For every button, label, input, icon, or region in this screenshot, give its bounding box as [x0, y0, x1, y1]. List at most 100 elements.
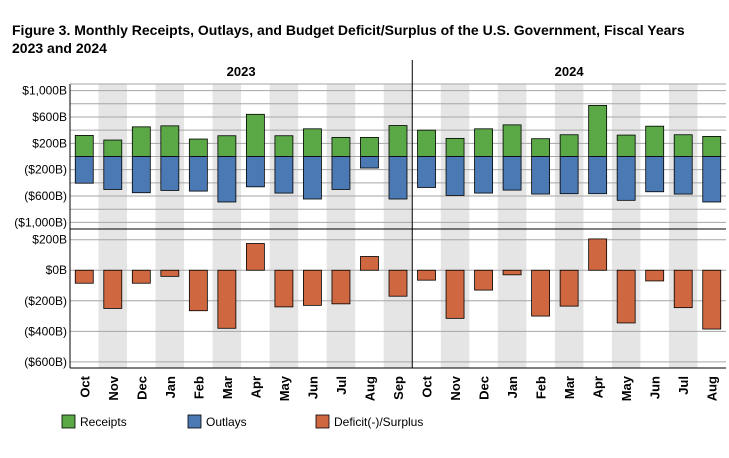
deficit-bar — [217, 269, 237, 329]
receipts-bar — [188, 138, 208, 157]
x-tick-label: Nov — [106, 375, 121, 400]
receipts-bar — [74, 135, 94, 157]
receipts-bar — [417, 129, 436, 157]
x-tick-label: Feb — [191, 376, 206, 399]
y-tick-label: $1,000B — [22, 84, 67, 98]
y-tick-label: ($200B) — [24, 163, 67, 177]
x-tick-label: Jul — [676, 376, 691, 395]
x-tick-label: Mar — [562, 376, 577, 399]
legend-swatch — [61, 414, 76, 429]
deficit-bar — [474, 269, 493, 291]
deficit-bar — [388, 269, 408, 297]
outlays-bar — [474, 156, 493, 194]
legend-label: Deficit(-)/Surplus — [334, 415, 423, 429]
x-tick-label: May — [619, 375, 634, 401]
receipts-bar — [217, 135, 237, 157]
receipts-bar — [360, 136, 379, 157]
y-tick-label: ($1,000B) — [14, 215, 67, 229]
x-tick-label: Aug — [705, 376, 720, 401]
shade-band — [668, 84, 698, 368]
y-tick-label: $0B — [46, 263, 67, 277]
outlays-bar — [417, 156, 436, 188]
receipts-bar — [474, 128, 493, 157]
y-tick-label: ($200B) — [24, 294, 67, 308]
receipts-bar — [303, 128, 322, 157]
receipts-bar — [531, 138, 551, 157]
x-tick-label: Aug — [362, 376, 377, 401]
outlays-bar — [502, 156, 522, 191]
outlays-bar — [331, 156, 351, 190]
outlays-bar — [559, 156, 579, 195]
bars — [74, 105, 722, 330]
receipts-bar — [645, 125, 665, 157]
y-tick-label: ($600B) — [24, 355, 67, 369]
outlays-bar — [217, 156, 237, 203]
outlays-bar — [531, 156, 551, 195]
x-tick-label: Jul — [334, 376, 349, 395]
receipts-bar — [588, 105, 608, 157]
outlays-bar — [103, 156, 123, 190]
receipts-bar — [388, 125, 408, 157]
plot-frame — [69, 60, 726, 369]
outlays-bar — [160, 156, 180, 191]
shade-band — [269, 84, 299, 368]
deficit-bar — [245, 243, 265, 271]
legend-swatch — [315, 414, 330, 429]
receipts-bar — [702, 135, 722, 157]
x-tick-label: Jan — [505, 376, 520, 398]
receipts-bar — [616, 134, 636, 157]
deficit-bar — [360, 256, 379, 271]
receipts-bar — [331, 136, 351, 157]
outlays-bar — [245, 156, 265, 188]
legend-swatch — [187, 414, 202, 429]
outlays-bar — [388, 156, 408, 200]
deficit-bar — [502, 269, 522, 276]
outlays-bar — [645, 156, 665, 193]
x-tick-label: Jun — [305, 376, 320, 399]
x-tick-label: Feb — [534, 376, 549, 399]
outlays-bar — [702, 156, 722, 203]
receipts-bar — [160, 125, 180, 157]
x-tick-label: Sep — [391, 376, 406, 400]
legend-label: Receipts — [80, 415, 127, 429]
legend: Receipts Outlays Deficit(-)/Surplus — [61, 414, 423, 429]
shade-band — [440, 84, 470, 368]
x-tick-label: Oct — [77, 375, 92, 397]
deficit-bar — [417, 269, 436, 281]
x-tick-label: Dec — [134, 376, 149, 400]
deficit-bar — [673, 269, 693, 309]
shade-band — [554, 84, 584, 368]
outlays-bar — [360, 156, 379, 169]
x-tick-label: Nov — [448, 375, 463, 400]
outlays-bar — [673, 156, 693, 195]
x-tick-label: Jun — [648, 376, 663, 399]
outlays-bar — [303, 156, 322, 200]
deficit-bar — [702, 269, 722, 330]
deficit-bar — [645, 269, 665, 282]
shade-band — [98, 84, 128, 368]
receipts-bar — [673, 134, 693, 157]
outlays-bar — [188, 156, 208, 192]
deficit-bar — [103, 269, 123, 309]
x-tick-label: May — [277, 375, 292, 401]
x-tick-label: Oct — [420, 375, 435, 397]
outlays-bar — [445, 156, 465, 196]
deficit-bar — [74, 269, 94, 284]
deficit-bar — [331, 269, 351, 305]
x-tick-label: Jan — [163, 376, 178, 398]
outlays-bar — [616, 156, 636, 201]
y-tick-label: $200B — [32, 233, 67, 247]
outlays-bar — [588, 156, 608, 195]
deficit-bar — [445, 269, 465, 319]
receipts-bar — [274, 135, 294, 157]
y-tick-label: ($600B) — [24, 189, 67, 203]
outlays-bar — [274, 156, 294, 194]
legend-label: Outlays — [206, 415, 247, 429]
x-tick-label: Mar — [220, 376, 235, 399]
receipts-bar — [559, 134, 579, 157]
deficit-bar — [588, 238, 608, 271]
deficit-bar — [188, 269, 208, 312]
deficit-bar — [531, 269, 551, 317]
year-label-2023: 2023 — [227, 64, 256, 79]
